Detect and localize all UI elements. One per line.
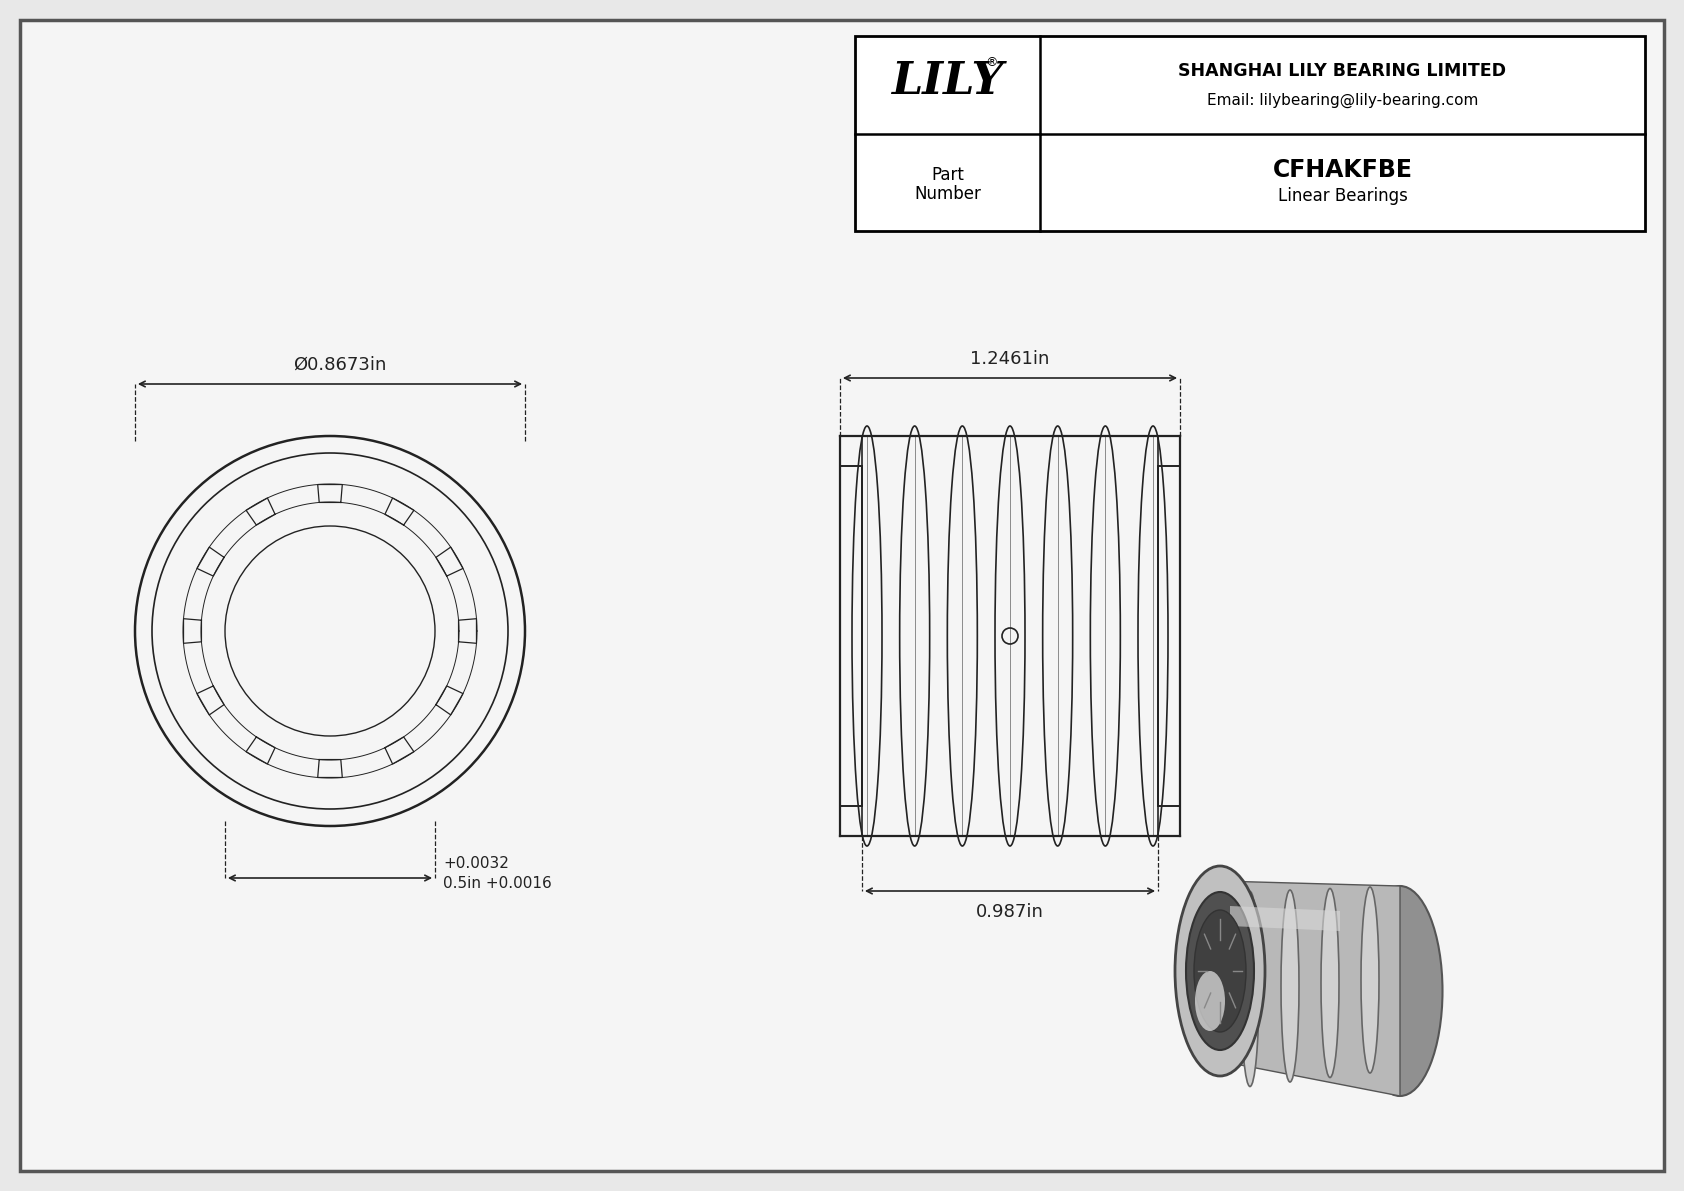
Ellipse shape [1361,887,1379,1073]
Ellipse shape [1320,888,1339,1078]
Text: 1.2461in: 1.2461in [970,350,1049,368]
Text: 0.5in +0.0016: 0.5in +0.0016 [443,875,552,891]
Bar [855,36,1645,231]
Ellipse shape [1357,886,1443,1096]
Ellipse shape [1186,892,1255,1050]
Text: CFHAKFBE: CFHAKFBE [1273,158,1413,182]
Text: LILY: LILY [891,61,1004,104]
Bar [840,466,862,806]
Polygon shape [1219,881,1399,1096]
Ellipse shape [1175,866,1265,1075]
Text: Part: Part [931,167,963,185]
Polygon shape [1229,906,1340,931]
Text: +0.0032: +0.0032 [443,856,509,872]
Text: ®: ® [985,56,997,69]
Text: Email: lilybearing@lily-bearing.com: Email: lilybearing@lily-bearing.com [1207,93,1479,108]
Bar [1159,466,1180,806]
Ellipse shape [1196,971,1224,1031]
Text: SHANGHAI LILY BEARING LIMITED: SHANGHAI LILY BEARING LIMITED [1179,62,1507,80]
Ellipse shape [1194,910,1246,1031]
Text: Number: Number [914,186,982,204]
Text: Linear Bearings: Linear Bearings [1278,187,1408,205]
Text: Ø0.8673in: Ø0.8673in [293,356,387,374]
Ellipse shape [1241,892,1260,1086]
Ellipse shape [1282,890,1298,1081]
Text: 0.987in: 0.987in [977,903,1044,921]
